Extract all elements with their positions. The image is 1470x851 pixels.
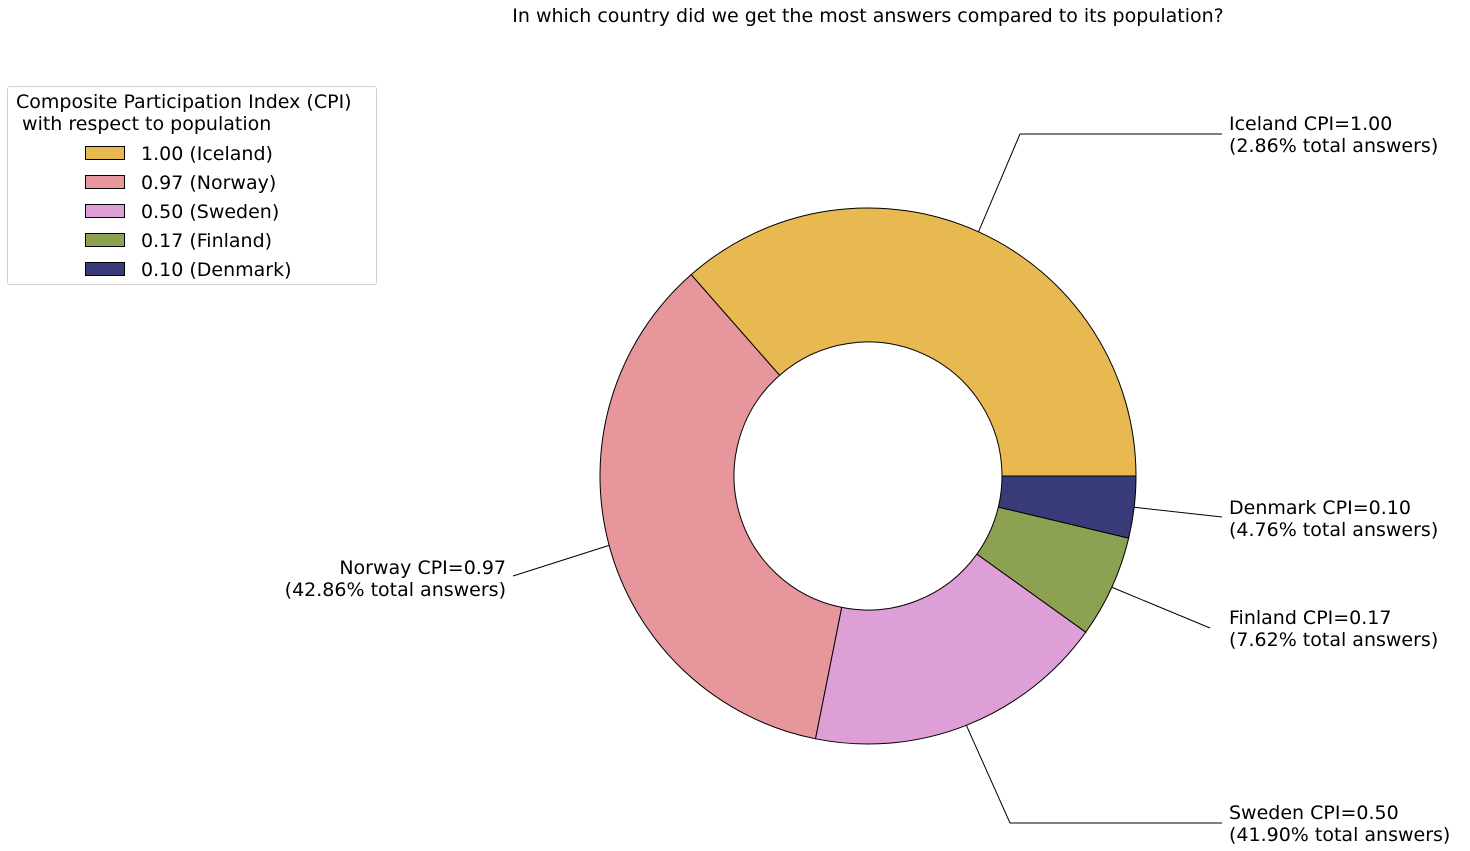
slice-norway	[599, 273, 843, 740]
legend-label-norway: 0.97 (Norway)	[141, 172, 277, 194]
slice-sweden	[814, 553, 1087, 745]
legend-swatch-norway	[85, 175, 125, 189]
slice-label-sweden: Sweden CPI=0.50 (41.90% total answers)	[1229, 802, 1451, 846]
legend-title: Composite Participation Index (CPI) with…	[16, 91, 352, 135]
donut-slices	[599, 207, 1137, 745]
legend: Composite Participation Index (CPI) with…	[7, 86, 377, 285]
leader-line-sweden	[965, 725, 1222, 824]
slice-label-finland: Finland CPI=0.17 (7.62% total answers)	[1229, 607, 1439, 651]
legend-swatch-sweden	[85, 204, 125, 218]
leader-line-finland	[1111, 586, 1211, 629]
slice-label-norway: Norway CPI=0.97 (42.86% total answers)	[284, 557, 506, 601]
leader-line-iceland	[978, 133, 1222, 233]
slice-label-iceland: Iceland CPI=1.00 (2.86% total answers)	[1229, 113, 1439, 157]
slice-label-denmark: Denmark CPI=0.10 (4.76% total answers)	[1229, 497, 1439, 541]
leader-line-norway	[512, 544, 610, 577]
legend-label-iceland: 1.00 (Iceland)	[141, 143, 273, 165]
chart-title: In which country did we get the most ans…	[512, 5, 1224, 27]
leader-lines	[512, 133, 1223, 824]
legend-label-sweden: 0.50 (Sweden)	[141, 201, 280, 223]
legend-swatch-iceland	[85, 146, 125, 160]
legend-label-denmark: 0.10 (Denmark)	[141, 259, 292, 281]
legend-swatch-denmark	[85, 262, 125, 276]
slice-denmark	[997, 475, 1137, 539]
slice-iceland	[690, 207, 1137, 477]
legend-swatch-finland	[85, 233, 125, 247]
legend-label-finland: 0.17 (Finland)	[141, 230, 273, 252]
leader-line-denmark	[1134, 506, 1223, 518]
